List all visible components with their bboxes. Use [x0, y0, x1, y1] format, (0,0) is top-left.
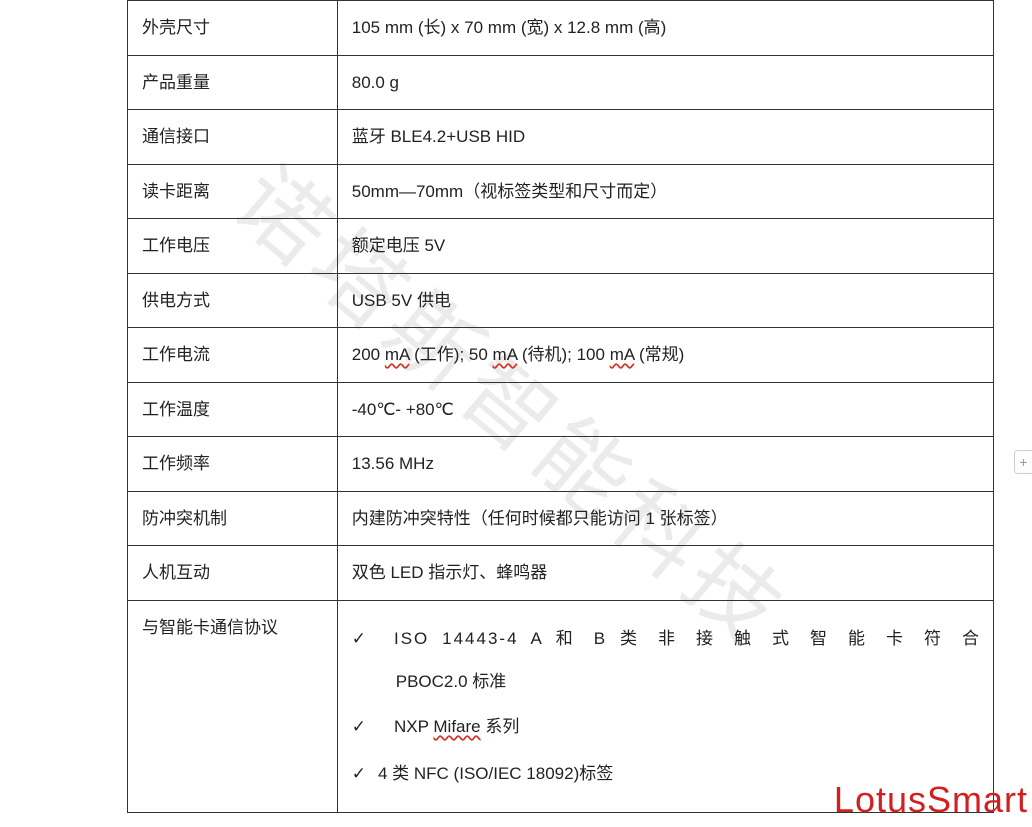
- protocol-text: ISO 14443-4 A 和 B 类 非 接 触 式 智 能 卡 符 合: [394, 615, 981, 663]
- spec-value: 105 mm (长) x 70 mm (宽) x 12.8 mm (高): [337, 1, 993, 56]
- table-row: 通信接口 蓝牙 BLE4.2+USB HID: [128, 110, 994, 165]
- spec-value: 50mm—70mm（视标签类型和尺寸而定）: [337, 164, 993, 219]
- checkmark-icon: ✓: [352, 750, 366, 798]
- spec-table-container: 外壳尺寸 105 mm (长) x 70 mm (宽) x 12.8 mm (高…: [0, 0, 1032, 813]
- spec-value: 内建防冲突特性（任何时候都只能访问 1 张标签）: [337, 491, 993, 546]
- protocol-item: ✓ ISO 14443-4 A 和 B 类 非 接 触 式 智 能 卡 符 合: [352, 615, 981, 663]
- plus-icon: +: [1019, 454, 1027, 470]
- spec-label: 工作频率: [128, 437, 338, 492]
- table-row: 防冲突机制 内建防冲突特性（任何时候都只能访问 1 张标签）: [128, 491, 994, 546]
- text-part: 系列: [481, 717, 520, 736]
- spec-label: 产品重量: [128, 55, 338, 110]
- text-part: (常规): [634, 345, 684, 364]
- spec-label: 供电方式: [128, 273, 338, 328]
- table-row: 人机互动 双色 LED 指示灯、蜂鸣器: [128, 546, 994, 601]
- spec-label: 与智能卡通信协议: [128, 600, 338, 813]
- spec-value-current: 200 mA (工作); 50 mA (待机); 100 mA (常规): [337, 328, 993, 383]
- table-row: 工作电流 200 mA (工作); 50 mA (待机); 100 mA (常规…: [128, 328, 994, 383]
- spellcheck-squiggle: mA: [493, 345, 518, 364]
- table-row: 工作频率 13.56 MHz: [128, 437, 994, 492]
- spec-label: 人机互动: [128, 546, 338, 601]
- text-part: (工作); 50: [409, 345, 492, 364]
- checkmark-icon: ✓: [352, 615, 366, 663]
- spec-value: 额定电压 5V: [337, 219, 993, 274]
- spec-label: 防冲突机制: [128, 491, 338, 546]
- text-part: NXP: [394, 717, 433, 736]
- table-row: 工作温度 -40℃- +80℃: [128, 382, 994, 437]
- brand-watermark: LotusSmart: [834, 779, 1028, 821]
- protocol-item: ✓ NXP Mifare 系列: [352, 703, 981, 751]
- text-part: (待机); 100: [517, 345, 610, 364]
- checkmark-icon: ✓: [352, 703, 366, 751]
- spec-label: 读卡距离: [128, 164, 338, 219]
- spec-label: 通信接口: [128, 110, 338, 165]
- spellcheck-squiggle: Mifare: [433, 717, 480, 736]
- spec-value: -40℃- +80℃: [337, 382, 993, 437]
- spec-table-body: 外壳尺寸 105 mm (长) x 70 mm (宽) x 12.8 mm (高…: [128, 1, 994, 813]
- spec-label: 工作温度: [128, 382, 338, 437]
- table-row: 产品重量 80.0 g: [128, 55, 994, 110]
- table-row: 读卡距离 50mm—70mm（视标签类型和尺寸而定）: [128, 164, 994, 219]
- spec-value: 13.56 MHz: [337, 437, 993, 492]
- spec-value: 蓝牙 BLE4.2+USB HID: [337, 110, 993, 165]
- spec-table: 外壳尺寸 105 mm (长) x 70 mm (宽) x 12.8 mm (高…: [127, 0, 994, 813]
- table-row: 工作电压 额定电压 5V: [128, 219, 994, 274]
- spec-value: 80.0 g: [337, 55, 993, 110]
- spec-value: USB 5V 供电: [337, 273, 993, 328]
- side-collapse-tab[interactable]: +: [1014, 450, 1032, 474]
- spec-label: 工作电压: [128, 219, 338, 274]
- spellcheck-squiggle: mA: [610, 345, 635, 364]
- spec-label: 外壳尺寸: [128, 1, 338, 56]
- protocol-text: NXP Mifare 系列: [394, 703, 981, 751]
- text-part: 200: [352, 345, 385, 364]
- spec-label: 工作电流: [128, 328, 338, 383]
- table-row: 供电方式 USB 5V 供电: [128, 273, 994, 328]
- spellcheck-squiggle: mA: [385, 345, 410, 364]
- protocol-text-cont: PBOC2.0 标准: [352, 662, 981, 703]
- spec-value: 双色 LED 指示灯、蜂鸣器: [337, 546, 993, 601]
- table-row: 外壳尺寸 105 mm (长) x 70 mm (宽) x 12.8 mm (高…: [128, 1, 994, 56]
